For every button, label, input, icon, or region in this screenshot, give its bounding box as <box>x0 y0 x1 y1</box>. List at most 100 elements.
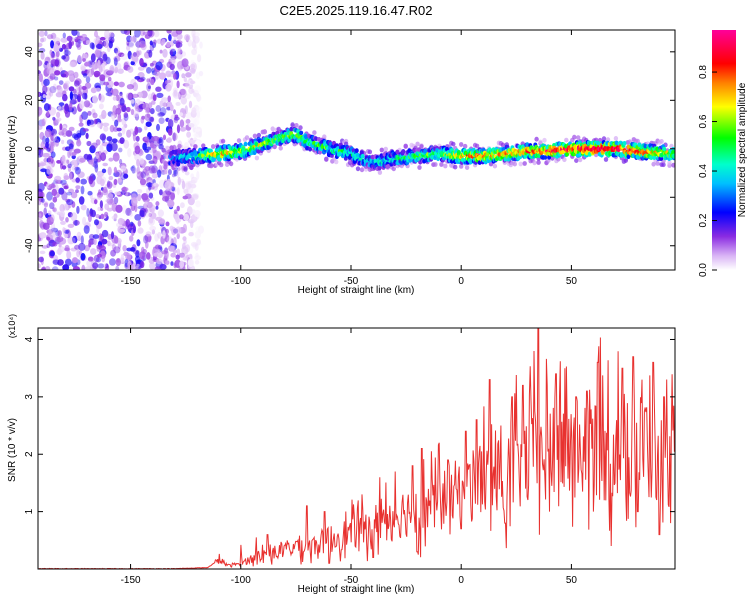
noise-cell <box>62 264 70 270</box>
noise-cell <box>184 34 191 41</box>
ridge-cell <box>304 134 309 139</box>
noise-cell <box>97 253 102 258</box>
noise-cell <box>170 50 173 56</box>
noise-cell <box>49 250 55 257</box>
noise-cell <box>83 100 91 108</box>
noise-cell <box>78 250 83 255</box>
ridge-halo-cell <box>550 155 555 161</box>
noise-cell <box>185 182 192 190</box>
noise-cell <box>154 266 161 270</box>
y-tick-label: 0 <box>24 146 35 152</box>
noise-cell <box>163 164 168 170</box>
noise-cell <box>102 162 108 167</box>
noise-cell <box>84 62 90 67</box>
noise-cell <box>148 212 152 218</box>
colorbar-tick-label: 0.0 <box>698 263 709 277</box>
noise-cell <box>149 204 156 213</box>
spectrogram-frame <box>37 29 676 271</box>
noise-cell <box>49 91 54 97</box>
ridge-halo-cell <box>403 144 408 150</box>
noise-cell <box>181 51 186 57</box>
noise-cell <box>140 261 145 269</box>
ridge-halo-cell <box>322 134 327 140</box>
noise-cell <box>54 175 62 182</box>
ridge-halo-cell <box>252 133 258 139</box>
noise-cell <box>131 167 138 174</box>
noise-cell <box>117 68 124 74</box>
noise-cell <box>82 58 87 62</box>
noise-cell <box>50 53 56 59</box>
noise-cell <box>155 248 161 254</box>
noise-cell <box>164 170 168 175</box>
noise-cell <box>133 51 137 57</box>
noise-cell <box>44 129 52 138</box>
x-tick-label: -50 <box>344 276 359 287</box>
noise-cell <box>70 191 78 199</box>
noise-cell <box>167 128 173 136</box>
noise-cell <box>172 249 178 254</box>
noise-cell <box>126 129 132 138</box>
noise-cell <box>127 50 132 60</box>
noise-cell <box>46 165 52 175</box>
noise-cell <box>74 244 81 250</box>
noise-cell <box>97 263 105 269</box>
ridge-cell <box>595 140 600 146</box>
noise-cell <box>88 176 94 185</box>
noise-cell <box>78 84 83 92</box>
ridge-cell <box>652 155 657 160</box>
noise-cell <box>99 144 104 153</box>
noise-cell <box>95 139 101 146</box>
noise-cell <box>157 209 164 217</box>
noise-cell <box>113 178 118 186</box>
spectrogram-y-axis-label: Frequency (Hz) <box>7 116 18 185</box>
ridge-cell <box>211 156 216 162</box>
noise-cell <box>179 119 185 128</box>
noise-cell <box>41 118 46 127</box>
noise-cell <box>134 102 139 112</box>
noise-cell <box>130 36 134 42</box>
noise-cell <box>93 118 98 125</box>
noise-cell <box>181 73 186 79</box>
noise-cell <box>137 193 142 202</box>
noise-cell <box>191 107 197 115</box>
noise-cell <box>47 210 52 216</box>
noise-cell <box>61 182 69 188</box>
noise-cell <box>64 233 68 239</box>
noise-cell <box>158 112 166 117</box>
noise-cell <box>61 128 68 137</box>
noise-cell <box>173 109 176 115</box>
noise-cell <box>38 263 41 269</box>
noise-cell <box>153 252 160 257</box>
noise-cell <box>191 30 196 38</box>
noise-cell <box>92 112 98 119</box>
noise-cell <box>183 213 190 221</box>
noise-cell <box>56 160 62 164</box>
noise-cell <box>38 162 41 168</box>
noise-cell <box>63 175 70 181</box>
noise-cell <box>84 266 93 270</box>
ridge-cell <box>643 143 648 149</box>
ridge-halo-cell <box>459 142 464 147</box>
noise-cell <box>46 236 51 241</box>
noise-cell <box>147 30 153 37</box>
noise-cell <box>134 76 141 80</box>
noise-cell <box>194 260 200 265</box>
noise-cell <box>191 40 197 49</box>
noise-cell <box>133 113 138 119</box>
noise-cell <box>128 128 134 135</box>
ridge-cell <box>305 145 310 151</box>
noise-cell <box>127 66 134 73</box>
colorbar-scale <box>712 30 736 270</box>
ridge-cell <box>382 152 387 157</box>
noise-cell <box>44 266 51 270</box>
noise-cell <box>108 40 113 49</box>
noise-cell <box>195 116 202 121</box>
noise-cell <box>38 70 42 75</box>
ridge-halo-cell <box>443 163 448 169</box>
noise-cell <box>57 247 62 256</box>
ridge-halo-cell <box>211 144 216 149</box>
ridge-halo-cell <box>298 125 303 131</box>
noise-cell <box>154 244 161 250</box>
x-tick-label: 0 <box>458 575 464 586</box>
noise-cell <box>165 221 170 227</box>
